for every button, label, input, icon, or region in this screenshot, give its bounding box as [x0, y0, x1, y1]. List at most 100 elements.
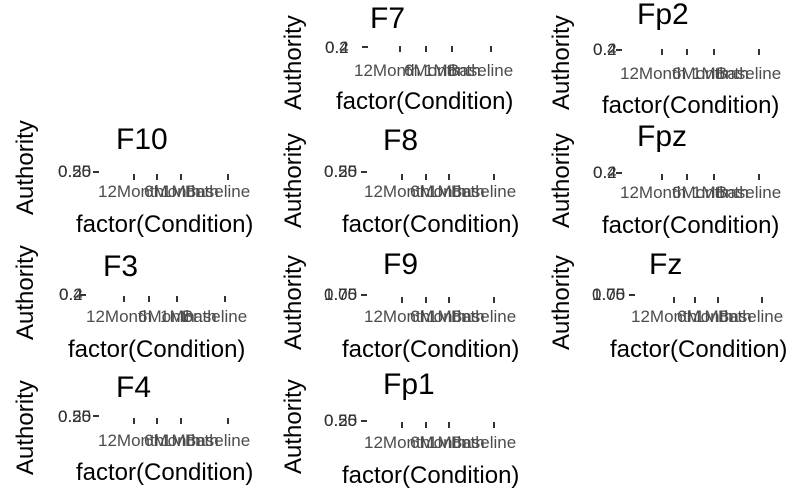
x-tick-label: 6Month [410, 433, 467, 452]
x-tick-mark [224, 296, 226, 302]
panel-title: F9 [383, 248, 419, 281]
x-tick-mark [180, 418, 182, 424]
x-tick-mark [401, 174, 403, 180]
x-axis-label: factor(Condition) [342, 336, 520, 363]
x-axis-label: factor(Condition) [602, 92, 780, 118]
y-tick-mark [616, 172, 622, 174]
y-tick-mark [93, 415, 99, 417]
x-tick-mark [686, 49, 688, 55]
x-tick-label: 1Month [692, 64, 749, 83]
x-tick-mark [661, 174, 663, 180]
x-tick-mark [661, 49, 663, 55]
x-tick-mark [425, 297, 427, 303]
y-axis-label: Authority [280, 15, 307, 110]
x-tick-label: 1Month [424, 61, 481, 80]
y-tick-label: 1.00 [324, 285, 358, 304]
y-tick-label: 0.4 [325, 38, 349, 57]
y-tick-label: 0.2 [593, 163, 617, 182]
panel-f8: Authority F8 0.25 0.50 12Month 6Month 1M… [268, 118, 536, 240]
x-tick-mark [156, 418, 158, 424]
x-tick-label: 12Month [86, 307, 153, 326]
y-tick-mark [80, 294, 86, 296]
y-tick-label: 0.25 [58, 407, 92, 426]
x-tick-mark [694, 297, 696, 303]
y-tick-label: 0.4 [593, 40, 617, 59]
x-tick-mark [399, 46, 401, 52]
x-tick-mark [156, 174, 158, 180]
y-tick-label: 0.4 [59, 285, 83, 304]
x-tick-label: 12Month [620, 183, 687, 202]
x-tick-label: Baseline [182, 307, 248, 326]
x-axis-label: factor(Condition) [342, 462, 520, 489]
x-tick-label: Baseline [716, 64, 782, 83]
x-tick-label: Baseline [448, 61, 514, 80]
x-tick-mark [490, 46, 492, 52]
x-tick-mark [133, 418, 135, 424]
x-tick-mark [686, 174, 688, 180]
panel-title: F7 [370, 2, 406, 35]
x-tick-label: Baseline [451, 307, 517, 326]
y-tick-mark [629, 294, 635, 296]
x-tick-mark [451, 46, 453, 52]
y-tick-label: 0.50 [324, 411, 358, 430]
y-tick-label: 0.25 [58, 162, 92, 181]
x-tick-label: Baseline [451, 182, 517, 201]
x-axis-label: factor(Condition) [610, 336, 788, 363]
y-tick-mark [616, 49, 622, 51]
y-axis-label: Authority [12, 245, 39, 340]
x-tick-mark [713, 174, 715, 180]
y-axis-label: Authority [548, 133, 575, 228]
x-tick-label: 1Month [428, 182, 485, 201]
y-tick-mark [361, 171, 367, 173]
panel-title: F8 [383, 124, 419, 157]
panel-title: Fp1 [383, 368, 435, 401]
x-tick-mark [133, 174, 135, 180]
x-tick-mark [401, 297, 403, 303]
x-tick-label: 12Month [364, 182, 431, 201]
y-tick-label: 0.2 [325, 38, 349, 57]
x-tick-label: 1Month [695, 307, 752, 326]
x-tick-mark [227, 174, 229, 180]
x-tick-mark [713, 49, 715, 55]
x-tick-label: Baseline [718, 307, 784, 326]
panel-title: F4 [116, 371, 152, 404]
y-tick-label: 0.75 [592, 285, 626, 304]
x-axis-label: factor(Condition) [602, 212, 780, 239]
y-axis-label: Authority [280, 133, 307, 228]
y-tick-label: 0.25 [324, 162, 358, 181]
x-tick-mark [148, 296, 150, 302]
x-tick-label: 12Month [354, 61, 421, 80]
x-tick-mark [176, 296, 178, 302]
panel-fpz: Authority Fpz 0.2 0.4 12Month 6Month 1Mo… [536, 118, 800, 240]
x-tick-mark [425, 46, 427, 52]
y-tick-mark [361, 420, 367, 422]
x-tick-label: 6Month [410, 307, 467, 326]
panel-title: F10 [116, 123, 168, 156]
y-axis-label: Authority [280, 255, 307, 350]
panel-f10: Authority F10 0.25 0.50 12Month 6Month 1… [0, 115, 268, 239]
x-tick-label: 1Month [428, 433, 485, 452]
x-axis-label: factor(Condition) [76, 211, 254, 238]
x-axis-label: factor(Condition) [68, 336, 246, 363]
panel-f9: Authority F9 0.75 1.00 12Month 6Month 1M… [268, 240, 536, 364]
x-tick-label: 12Month [364, 433, 431, 452]
x-tick-label: 6Month [677, 307, 734, 326]
x-tick-mark [717, 297, 719, 303]
x-tick-label: Baseline [716, 183, 782, 202]
x-tick-label: 1Month [160, 307, 217, 326]
y-axis-label: Authority [12, 120, 39, 215]
y-tick-label: 1.00 [592, 285, 626, 304]
x-tick-mark [673, 297, 675, 303]
y-tick-label: 0.4 [593, 163, 617, 182]
x-tick-label: 1Month [428, 307, 485, 326]
x-tick-label: 1Month [692, 183, 749, 202]
panel-fp1: Authority Fp1 0.25 0.50 12Month 6Month 1… [268, 364, 568, 494]
x-tick-label: 6Month [144, 431, 201, 450]
x-tick-label: 12Month [631, 307, 698, 326]
x-tick-label: 12Month [620, 64, 687, 83]
x-tick-mark [180, 174, 182, 180]
panel-title: Fz [649, 248, 683, 281]
x-tick-label: 6Month [410, 182, 467, 201]
y-tick-label: 0.25 [324, 411, 358, 430]
x-tick-label: Baseline [185, 431, 251, 450]
